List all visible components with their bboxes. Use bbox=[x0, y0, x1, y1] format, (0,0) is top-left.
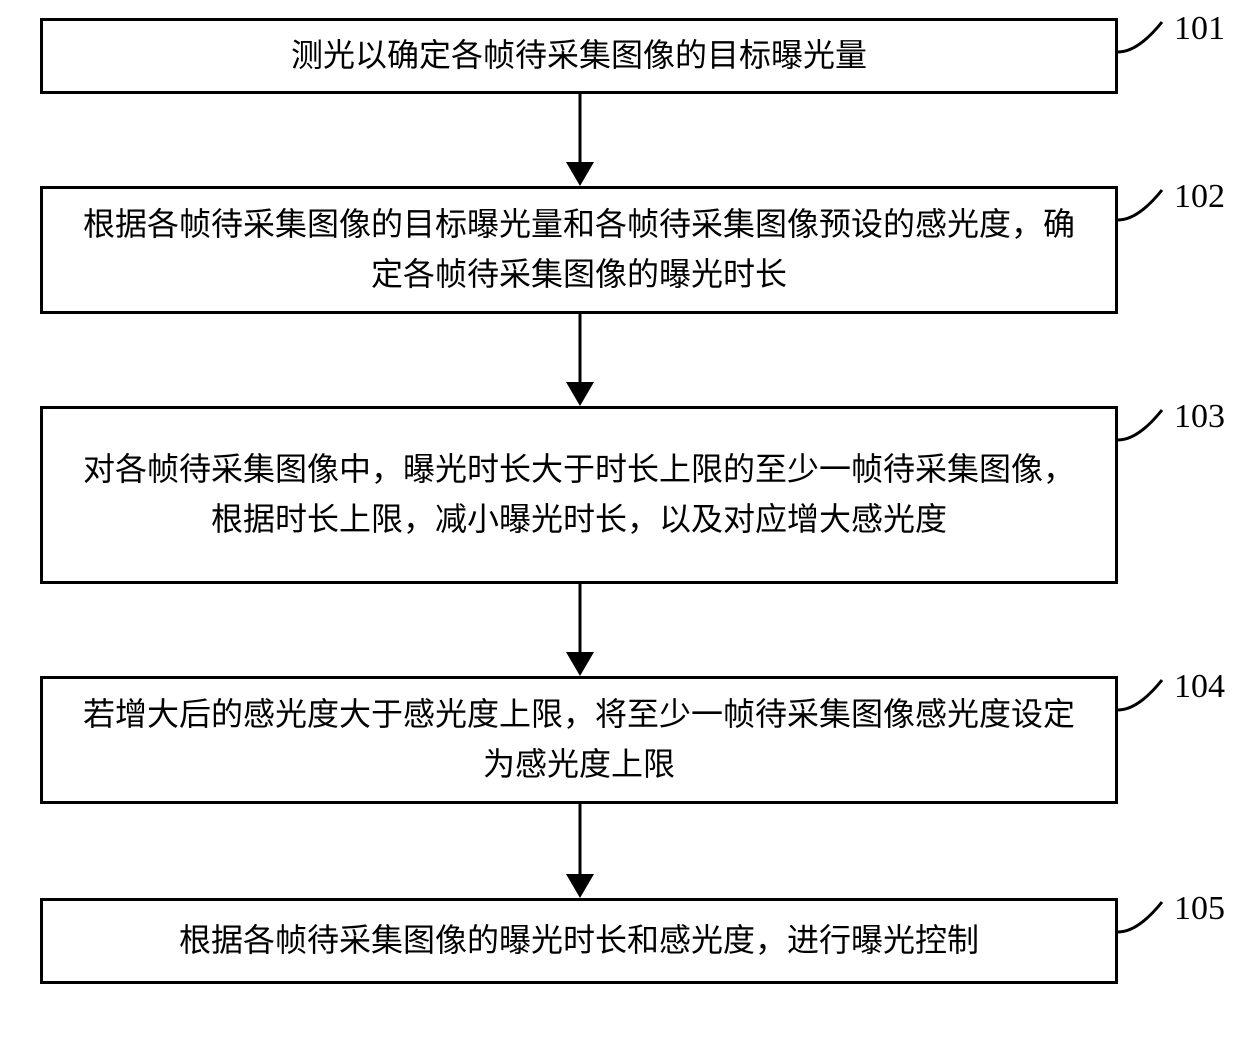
callout-label-102: 102 bbox=[1174, 178, 1225, 216]
callout-label-101: 101 bbox=[1174, 10, 1225, 48]
arrow-101-102 bbox=[560, 94, 600, 186]
arrow-103-104 bbox=[560, 584, 600, 676]
arrow-104-105 bbox=[560, 804, 600, 898]
callout-tick-102 bbox=[1118, 188, 1170, 222]
callout-label-105: 105 bbox=[1174, 890, 1225, 928]
step-text-103: 对各帧待采集图像中，曝光时长大于时长上限的至少一帧待采集图像，根据时长上限，减小… bbox=[71, 445, 1087, 544]
callout-tick-103 bbox=[1118, 408, 1170, 442]
step-text-102: 根据各帧待采集图像的目标曝光量和各帧待采集图像预设的感光度，确定各帧待采集图像的… bbox=[71, 200, 1087, 299]
step-text-104: 若增大后的感光度大于感光度上限，将至少一帧待采集图像感光度设定为感光度上限 bbox=[71, 690, 1087, 789]
step-text-101: 测光以确定各帧待采集图像的目标曝光量 bbox=[291, 31, 867, 81]
step-box-104: 若增大后的感光度大于感光度上限，将至少一帧待采集图像感光度设定为感光度上限 bbox=[40, 676, 1118, 804]
callout-tick-104 bbox=[1118, 678, 1170, 712]
step-box-103: 对各帧待采集图像中，曝光时长大于时长上限的至少一帧待采集图像，根据时长上限，减小… bbox=[40, 406, 1118, 584]
flowchart-canvas: 测光以确定各帧待采集图像的目标曝光量 101 根据各帧待采集图像的目标曝光量和各… bbox=[0, 0, 1240, 1057]
callout-tick-101 bbox=[1118, 20, 1170, 54]
callout-tick-105 bbox=[1118, 900, 1170, 934]
callout-label-104: 104 bbox=[1174, 668, 1225, 706]
step-box-105: 根据各帧待采集图像的曝光时长和感光度，进行曝光控制 bbox=[40, 898, 1118, 984]
step-box-101: 测光以确定各帧待采集图像的目标曝光量 bbox=[40, 18, 1118, 94]
callout-label-103: 103 bbox=[1174, 398, 1225, 436]
step-box-102: 根据各帧待采集图像的目标曝光量和各帧待采集图像预设的感光度，确定各帧待采集图像的… bbox=[40, 186, 1118, 314]
step-text-105: 根据各帧待采集图像的曝光时长和感光度，进行曝光控制 bbox=[179, 916, 979, 966]
arrow-102-103 bbox=[560, 314, 600, 406]
